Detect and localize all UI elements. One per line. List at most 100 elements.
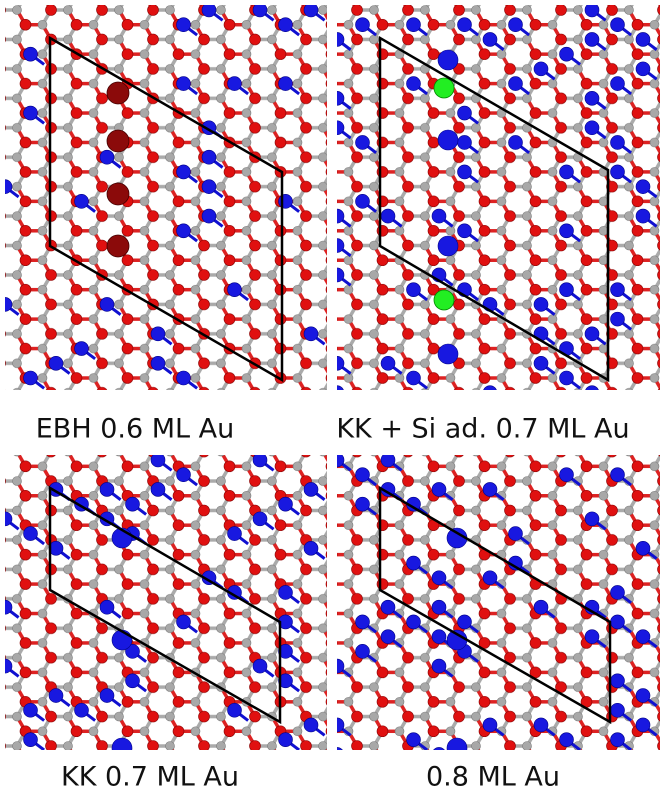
au-atom	[279, 18, 293, 32]
au-atom	[458, 615, 472, 629]
au-atom	[0, 600, 12, 614]
panel-label: KK + Si ad. 0.7 ML Au	[336, 414, 629, 445]
au-atom	[611, 585, 625, 599]
bond	[643, 422, 657, 432]
au-atom	[560, 733, 574, 747]
au-atom	[636, 718, 650, 732]
au-atom	[330, 356, 344, 370]
au-atom	[407, 18, 421, 32]
au-atom-large	[438, 236, 458, 256]
au-atom	[330, 268, 344, 282]
structure-panel	[330, 3, 660, 447]
au-atom	[24, 703, 38, 717]
bond	[337, 754, 351, 764]
au-atom	[509, 18, 523, 32]
au-atom	[585, 630, 599, 644]
au-atom	[304, 482, 318, 496]
au-atom	[356, 18, 370, 32]
adatom	[107, 130, 129, 152]
au-atom	[330, 747, 344, 761]
au-atom	[0, 659, 12, 673]
au-atom	[381, 209, 395, 223]
au-atom	[356, 468, 370, 482]
au-atom	[356, 497, 370, 511]
au-atom	[228, 703, 242, 717]
au-atom	[0, 512, 12, 526]
au-atom	[279, 497, 293, 511]
au-atom	[458, 165, 472, 179]
au-atom	[585, 91, 599, 105]
au-atom	[483, 482, 497, 496]
au-atom	[458, 18, 472, 32]
au-atom	[177, 615, 191, 629]
au-atom	[381, 453, 395, 467]
au-atom	[330, 91, 344, 105]
au-atom	[356, 762, 370, 776]
au-atom	[407, 77, 421, 91]
au-atom	[177, 165, 191, 179]
au-atom	[560, 762, 574, 776]
au-atom-large	[447, 738, 467, 758]
au-atom	[75, 342, 89, 356]
au-atom	[611, 77, 625, 91]
au-atom	[560, 283, 574, 297]
adatom	[107, 82, 129, 104]
au-atom	[432, 630, 446, 644]
au-atom	[100, 150, 114, 164]
au-atom	[585, 777, 599, 791]
au-atom	[356, 400, 370, 414]
au-atom	[49, 356, 63, 370]
lattice	[5, 5, 327, 390]
adatom	[107, 235, 129, 257]
au-atom	[534, 600, 548, 614]
au-atom	[100, 482, 114, 496]
au-atom	[483, 571, 497, 585]
au-atom	[458, 135, 472, 149]
au-atom	[407, 400, 421, 414]
au-atom	[330, 453, 344, 467]
au-atom	[407, 615, 421, 629]
au-atom	[611, 674, 625, 688]
bond	[592, 784, 606, 794]
au-atom	[381, 356, 395, 370]
au-atom	[636, 180, 650, 194]
au-atom	[253, 512, 267, 526]
au-atom	[636, 630, 650, 644]
au-atom	[151, 453, 165, 467]
adatom	[107, 183, 129, 205]
au-atom	[330, 718, 344, 732]
au-atom	[560, 468, 574, 482]
au-atom-large	[438, 130, 458, 150]
au-atom	[458, 106, 472, 120]
au-atom	[253, 659, 267, 673]
au-atom	[534, 297, 548, 311]
au-atom	[407, 556, 421, 570]
au-atom	[560, 792, 574, 795]
au-atom	[636, 689, 650, 703]
au-atom	[611, 135, 625, 149]
au-atom	[75, 400, 89, 414]
au-atom	[585, 121, 599, 135]
au-atom	[100, 600, 114, 614]
au-atom	[202, 180, 216, 194]
au-atom	[560, 224, 574, 238]
au-atom	[611, 165, 625, 179]
au-atom	[330, 659, 344, 673]
au-atom	[611, 468, 625, 482]
au-atom	[177, 224, 191, 238]
au-atom	[253, 453, 267, 467]
au-atom-large	[438, 344, 458, 364]
au-atom	[432, 482, 446, 496]
au-atom	[279, 585, 293, 599]
au-atom	[636, 541, 650, 555]
au-atom	[636, 209, 650, 223]
au-atom	[0, 297, 12, 311]
au-atom	[407, 733, 421, 747]
au-atom	[407, 283, 421, 297]
au-atom	[585, 386, 599, 400]
au-atom	[177, 77, 191, 91]
au-atom	[279, 194, 293, 208]
au-atom	[75, 703, 89, 717]
au-atom	[585, 512, 599, 526]
au-atom	[24, 527, 38, 541]
